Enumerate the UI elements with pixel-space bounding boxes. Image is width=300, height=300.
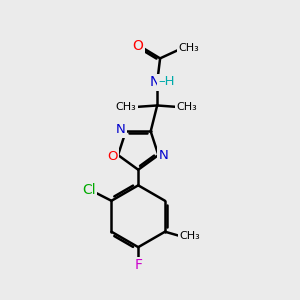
Text: F: F bbox=[134, 258, 142, 272]
Text: O: O bbox=[107, 150, 117, 163]
Text: CH₃: CH₃ bbox=[179, 231, 200, 241]
Text: CH₃: CH₃ bbox=[177, 102, 198, 112]
Text: N: N bbox=[159, 148, 169, 162]
Text: N: N bbox=[116, 123, 125, 136]
Text: –H: –H bbox=[158, 75, 175, 88]
Text: Cl: Cl bbox=[82, 183, 96, 197]
Text: O: O bbox=[132, 39, 143, 53]
Text: N: N bbox=[150, 76, 160, 89]
Text: CH₃: CH₃ bbox=[178, 43, 199, 53]
Text: CH₃: CH₃ bbox=[116, 102, 136, 112]
